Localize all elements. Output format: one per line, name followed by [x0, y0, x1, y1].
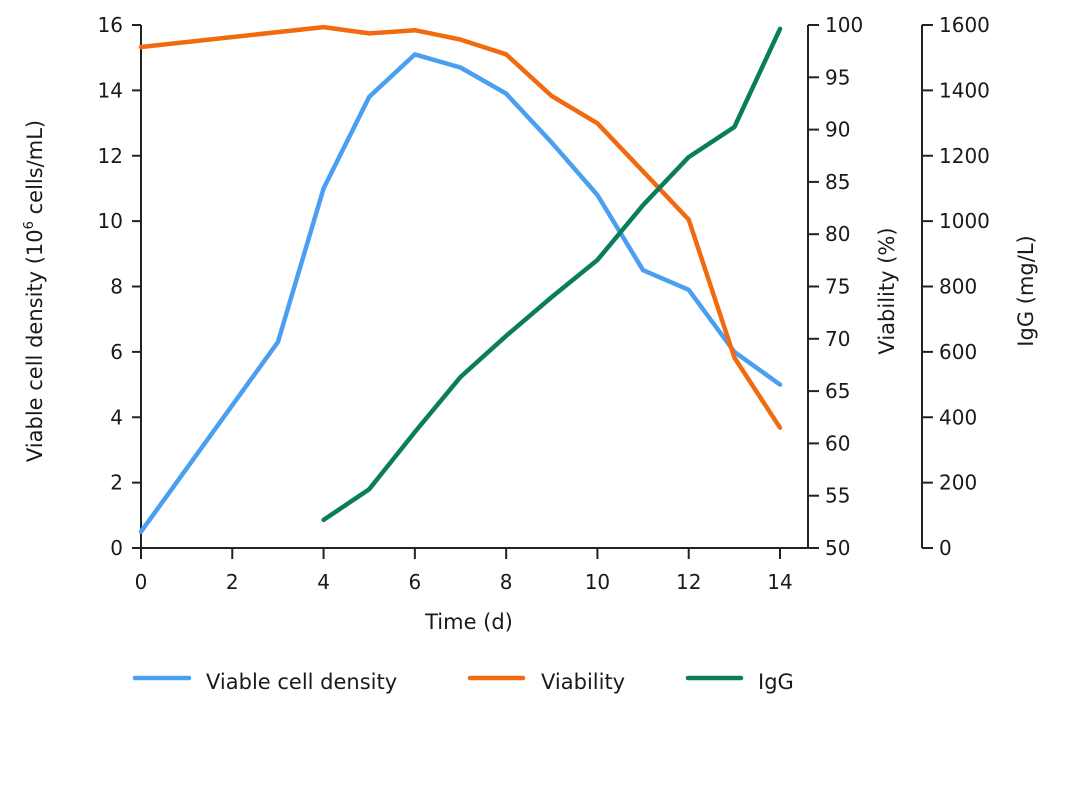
left-axis-title-main: Viable cell density (10 [23, 229, 47, 462]
left-axis-title-superscript: 6 [22, 221, 37, 229]
left-axis-title-end: cells/mL) [23, 120, 47, 221]
left-y-tick-label: 2 [110, 471, 123, 495]
igg-axis-title: IgG (mg/L) [1014, 235, 1038, 346]
igg-y-tick-label: 200 [939, 471, 977, 495]
igg-y-tick-label: 1400 [939, 78, 990, 102]
left-axis-title: Viable cell density (106 cells/mL) [22, 120, 47, 462]
viability-y-tick-label: 85 [825, 170, 850, 194]
x-tick-label: 12 [676, 570, 701, 594]
viability-y-tick-label: 50 [825, 536, 850, 560]
igg-y-tick-label: 800 [939, 275, 977, 299]
left-y-tick-label: 14 [98, 78, 123, 102]
viability-y-tick-label: 60 [825, 431, 850, 455]
left-y-tick-label: 0 [110, 536, 123, 560]
series-line-igg [321, 26, 783, 523]
igg-y-tick-label: 1600 [939, 13, 990, 37]
series-layer [138, 24, 783, 534]
left-y-tick-label: 16 [98, 13, 123, 37]
legend-item-viable-cell-density: Viable cell density [132, 670, 397, 694]
left-y-tick-label: 10 [98, 209, 123, 233]
viability-y-tick-label: 80 [825, 222, 850, 246]
series-line-viability [138, 24, 783, 430]
legend: Viable cell density Viability IgG [132, 670, 794, 694]
legend-label-igg: IgG [758, 670, 794, 694]
legend-item-viability: Viability [467, 670, 625, 694]
legend-label-viability: Viability [541, 670, 625, 694]
x-tick-label: 8 [500, 570, 513, 594]
left-y-tick-label: 4 [110, 405, 123, 429]
igg-y-tick-label: 1000 [939, 209, 990, 233]
x-tick-label: 2 [226, 570, 239, 594]
x-tick-label: 14 [767, 570, 792, 594]
viability-y-tick-label: 75 [825, 275, 850, 299]
viability-y-tick-label: 95 [825, 65, 850, 89]
x-axis-title: Time (d) [424, 610, 513, 634]
viability-y-tick-label: 70 [825, 327, 850, 351]
igg-y-tick-label: 0 [939, 536, 952, 560]
viability-y-tick-label: 55 [825, 484, 850, 508]
x-tick-label: 10 [585, 570, 610, 594]
viability-y-tick-label: 100 [825, 13, 863, 37]
igg-y-tick-label: 1200 [939, 144, 990, 168]
igg-y-tick-label: 600 [939, 340, 977, 364]
viability-y-tick-label: 65 [825, 379, 850, 403]
viability-axis-title: Viability (%) [875, 227, 899, 354]
x-tick-label: 0 [135, 570, 148, 594]
left-y-tick-label: 12 [98, 144, 123, 168]
left-y-tick-label: 8 [110, 275, 123, 299]
x-tick-label: 6 [408, 570, 421, 594]
series-line-viable-cell-density [138, 52, 783, 534]
igg-y-tick-label: 400 [939, 405, 977, 429]
axes: 0 2 4 6 8 10 12 14 16 0 2 4 6 8 10 12 14 50 55 60 65 70 75 80 85… [98, 13, 990, 594]
x-tick-label: 4 [317, 570, 330, 594]
left-y-tick-label: 6 [110, 340, 123, 364]
legend-item-igg: IgG [685, 670, 794, 694]
viability-y-tick-label: 90 [825, 118, 850, 142]
legend-label-viable-cell-density: Viable cell density [206, 670, 397, 694]
